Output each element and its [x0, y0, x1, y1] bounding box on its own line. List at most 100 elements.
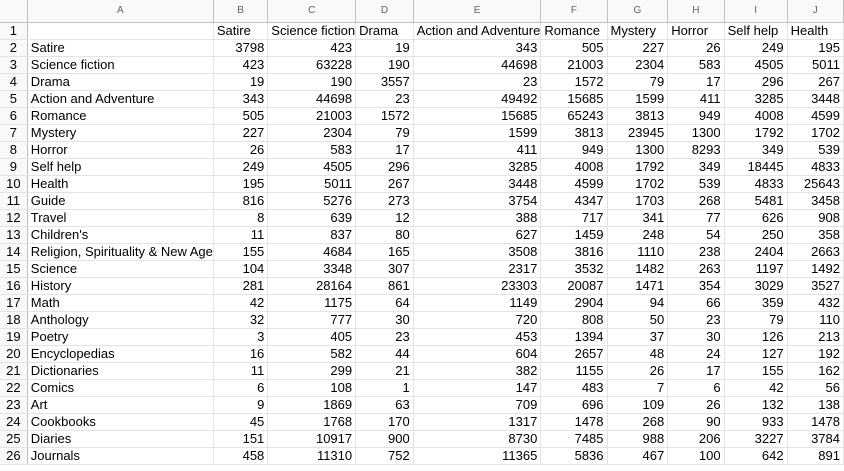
value-cell[interactable]: 11 [213, 226, 269, 244]
value-cell[interactable]: 23 [355, 328, 414, 346]
value-cell[interactable]: 1492 [787, 260, 844, 278]
value-cell[interactable]: 539 [787, 141, 844, 159]
header-cell[interactable]: Horror [667, 22, 725, 40]
row-header[interactable]: 16 [0, 277, 28, 295]
value-cell[interactable]: 296 [355, 158, 414, 176]
value-cell[interactable]: 127 [724, 345, 788, 363]
value-cell[interactable]: 2904 [540, 294, 608, 312]
value-cell[interactable]: 54 [667, 226, 725, 244]
value-cell[interactable]: 63228 [267, 56, 357, 74]
value-cell[interactable]: 1572 [540, 73, 608, 91]
value-cell[interactable]: 583 [667, 56, 725, 74]
value-cell[interactable]: 4833 [787, 158, 844, 176]
value-cell[interactable]: 6 [213, 379, 269, 397]
value-cell[interactable]: 66 [667, 294, 725, 312]
value-cell[interactable]: 949 [667, 107, 725, 125]
value-cell[interactable]: 108 [267, 379, 357, 397]
row-label-cell[interactable]: Cookbooks [27, 413, 214, 431]
value-cell[interactable]: 359 [724, 294, 788, 312]
value-cell[interactable]: 248 [607, 226, 669, 244]
row-header[interactable]: 14 [0, 243, 28, 261]
value-cell[interactable]: 583 [267, 141, 357, 159]
value-cell[interactable]: 7 [607, 379, 669, 397]
column-header-j[interactable]: J [787, 0, 844, 23]
row-label-cell[interactable]: Children's [27, 226, 214, 244]
value-cell[interactable]: 411 [413, 141, 542, 159]
value-cell[interactable]: 299 [267, 362, 357, 380]
value-cell[interactable]: 6 [667, 379, 725, 397]
value-cell[interactable]: 2663 [787, 243, 844, 261]
row-label-cell[interactable]: Poetry [27, 328, 214, 346]
row-header[interactable]: 10 [0, 175, 28, 193]
value-cell[interactable]: 1702 [787, 124, 844, 142]
value-cell[interactable]: 79 [355, 124, 414, 142]
value-cell[interactable]: 32 [213, 311, 269, 329]
value-cell[interactable]: 23303 [413, 277, 542, 295]
value-cell[interactable]: 250 [724, 226, 788, 244]
value-cell[interactable]: 988 [607, 430, 669, 448]
value-cell[interactable]: 1768 [267, 413, 357, 431]
value-cell[interactable]: 1149 [413, 294, 542, 312]
row-header[interactable]: 15 [0, 260, 28, 278]
row-header[interactable]: 20 [0, 345, 28, 363]
value-cell[interactable]: 354 [667, 277, 725, 295]
value-cell[interactable]: 9 [213, 396, 269, 414]
row-header[interactable]: 6 [0, 107, 28, 125]
value-cell[interactable]: 132 [724, 396, 788, 414]
row-label-cell[interactable]: Science fiction [27, 56, 214, 74]
value-cell[interactable]: 77 [667, 209, 725, 227]
row-label-cell[interactable]: Encyclopedias [27, 345, 214, 363]
value-cell[interactable]: 20087 [540, 277, 608, 295]
value-cell[interactable]: 3816 [540, 243, 608, 261]
value-cell[interactable]: 3532 [540, 260, 608, 278]
value-cell[interactable]: 3 [213, 328, 269, 346]
value-cell[interactable]: 3029 [724, 277, 788, 295]
row-header[interactable]: 23 [0, 396, 28, 414]
row-header[interactable]: 7 [0, 124, 28, 142]
value-cell[interactable]: 816 [213, 192, 269, 210]
value-cell[interactable]: 4684 [267, 243, 357, 261]
row-header[interactable]: 4 [0, 73, 28, 91]
value-cell[interactable]: 4347 [540, 192, 608, 210]
value-cell[interactable]: 3448 [787, 90, 844, 108]
value-cell[interactable]: 23945 [607, 124, 669, 142]
header-cell[interactable]: Satire [213, 22, 269, 40]
value-cell[interactable]: 17 [355, 141, 414, 159]
value-cell[interactable]: 709 [413, 396, 542, 414]
value-cell[interactable]: 505 [213, 107, 269, 125]
value-cell[interactable]: 382 [413, 362, 542, 380]
value-cell[interactable]: 17 [667, 73, 725, 91]
column-header-b[interactable]: B [213, 0, 269, 23]
row-label-cell[interactable]: Satire [27, 39, 214, 57]
value-cell[interactable]: 3448 [413, 175, 542, 193]
value-cell[interactable]: 56 [787, 379, 844, 397]
value-cell[interactable]: 3813 [540, 124, 608, 142]
value-cell[interactable]: 195 [213, 175, 269, 193]
value-cell[interactable]: 151 [213, 430, 269, 448]
value-cell[interactable]: 11365 [413, 447, 542, 465]
row-label-cell[interactable]: Romance [27, 107, 214, 125]
value-cell[interactable]: 195 [787, 39, 844, 57]
row-label-cell[interactable]: Travel [27, 209, 214, 227]
value-cell[interactable]: 64 [355, 294, 414, 312]
value-cell[interactable]: 190 [355, 56, 414, 74]
row-label-cell[interactable]: Journals [27, 447, 214, 465]
value-cell[interactable]: 16 [213, 345, 269, 363]
value-cell[interactable]: 411 [667, 90, 725, 108]
header-cell[interactable]: Science fiction [267, 22, 357, 40]
value-cell[interactable]: 343 [413, 39, 542, 57]
row-header[interactable]: 1 [0, 22, 28, 40]
value-cell[interactable]: 23 [413, 73, 542, 91]
value-cell[interactable]: 17 [667, 362, 725, 380]
value-cell[interactable]: 891 [787, 447, 844, 465]
value-cell[interactable]: 432 [787, 294, 844, 312]
column-header-f[interactable]: F [540, 0, 608, 23]
value-cell[interactable]: 30 [355, 311, 414, 329]
value-cell[interactable]: 28164 [267, 277, 357, 295]
value-cell[interactable]: 949 [540, 141, 608, 159]
select-all-corner[interactable] [0, 0, 28, 23]
value-cell[interactable]: 2304 [607, 56, 669, 74]
value-cell[interactable]: 752 [355, 447, 414, 465]
value-cell[interactable]: 4599 [540, 175, 608, 193]
header-cell[interactable]: Drama [355, 22, 414, 40]
